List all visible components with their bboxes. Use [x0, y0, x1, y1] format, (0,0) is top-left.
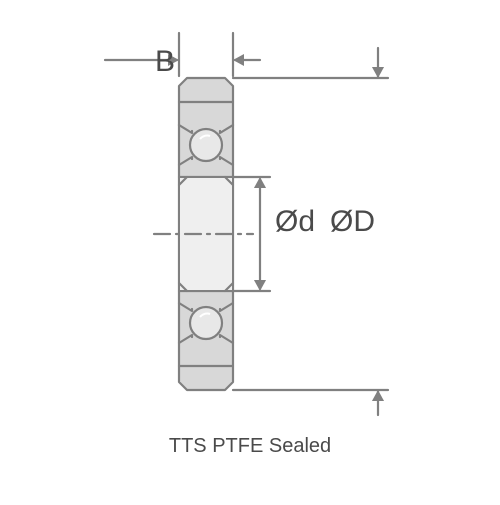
diagram-caption: TTS PTFE Sealed — [0, 435, 500, 458]
dim-label-B: B — [155, 45, 175, 79]
dim-label-d: Ød — [275, 205, 315, 239]
bearing-diagram — [0, 0, 500, 500]
dim-label-D: ØD — [330, 205, 375, 239]
